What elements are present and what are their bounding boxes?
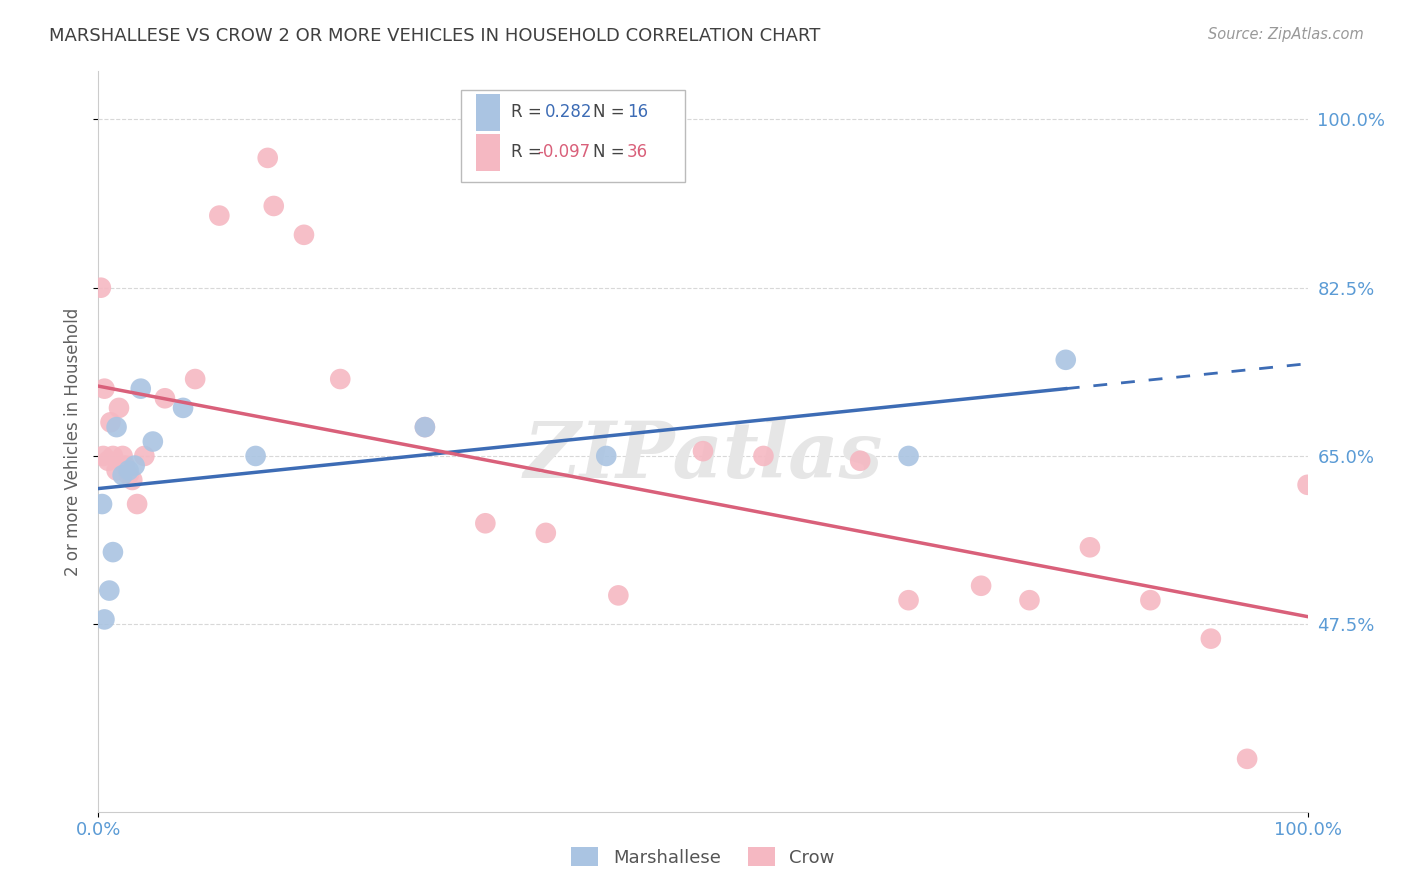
Point [607, 588, 630, 602]
Point [849, 454, 872, 468]
Point [1199, 632, 1222, 646]
Point [153, 391, 176, 405]
FancyBboxPatch shape [475, 134, 501, 171]
Point [142, 434, 165, 449]
Point [292, 227, 315, 242]
Point [93, 382, 115, 396]
Point [105, 463, 128, 477]
Text: 0.282: 0.282 [544, 103, 592, 121]
Point [413, 420, 436, 434]
Point [118, 468, 141, 483]
Text: N =: N = [593, 144, 630, 161]
Point [105, 420, 128, 434]
Point [245, 449, 267, 463]
Point [101, 449, 124, 463]
Point [97, 454, 120, 468]
Point [90, 281, 112, 295]
Point [970, 579, 993, 593]
Text: 36: 36 [627, 144, 648, 161]
FancyBboxPatch shape [475, 94, 501, 131]
Point [329, 372, 352, 386]
Text: R =: R = [510, 103, 547, 121]
Point [595, 449, 617, 463]
Legend: Marshallese, Crow: Marshallese, Crow [564, 840, 842, 874]
Point [1018, 593, 1040, 607]
Point [534, 525, 557, 540]
Text: MARSHALLESE VS CROW 2 OR MORE VEHICLES IN HOUSEHOLD CORRELATION CHART: MARSHALLESE VS CROW 2 OR MORE VEHICLES I… [49, 27, 821, 45]
Point [172, 401, 194, 415]
Point [101, 545, 124, 559]
Point [93, 612, 115, 626]
Text: R =: R = [510, 144, 547, 161]
Point [474, 516, 496, 531]
Point [897, 449, 920, 463]
Text: ZIPatlas: ZIPatlas [523, 418, 883, 494]
Point [1078, 541, 1101, 555]
Point [118, 463, 141, 477]
Text: 16: 16 [627, 103, 648, 121]
Point [108, 401, 131, 415]
Text: Source: ZipAtlas.com: Source: ZipAtlas.com [1208, 27, 1364, 42]
Text: -0.097: -0.097 [537, 144, 591, 161]
FancyBboxPatch shape [461, 90, 685, 183]
Point [98, 583, 121, 598]
Point [91, 497, 114, 511]
Point [263, 199, 285, 213]
Point [413, 420, 436, 434]
Y-axis label: 2 or more Vehicles in Household: 2 or more Vehicles in Household [65, 308, 83, 575]
Point [111, 468, 134, 483]
Point [692, 444, 714, 458]
Point [91, 449, 114, 463]
Point [100, 415, 122, 429]
Point [129, 382, 152, 396]
Text: N =: N = [593, 103, 630, 121]
Point [1054, 352, 1077, 367]
Point [897, 593, 920, 607]
Point [752, 449, 775, 463]
Point [256, 151, 278, 165]
Point [111, 449, 134, 463]
Point [124, 458, 146, 473]
Point [1236, 752, 1258, 766]
Point [127, 497, 149, 511]
Point [114, 458, 136, 473]
Point [134, 449, 156, 463]
Point [1296, 478, 1319, 492]
Point [121, 473, 143, 487]
Point [208, 209, 231, 223]
Point [1139, 593, 1161, 607]
Point [184, 372, 207, 386]
